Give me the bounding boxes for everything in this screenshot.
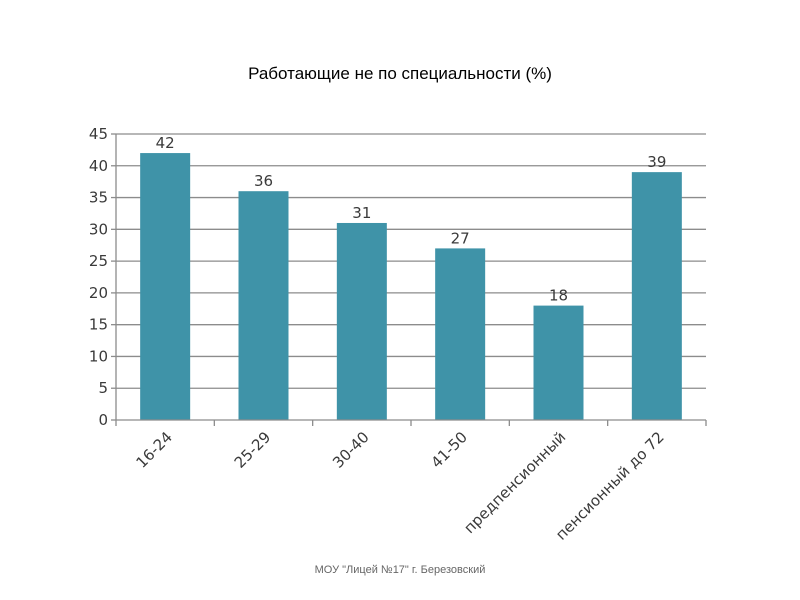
y-tick-label: 20: [89, 284, 108, 302]
x-category-label: пенсионный до 72: [552, 428, 668, 544]
data-label: 27: [451, 229, 470, 247]
data-label: 36: [254, 172, 273, 190]
x-category-label: 25-29: [231, 428, 275, 472]
bar: [336, 222, 387, 420]
x-category-labels: 16-24 25-29 30-40 41-50предпенсионныйпенсио…: [132, 428, 667, 544]
y-tick-label: 10: [89, 347, 108, 365]
bar: [631, 172, 682, 420]
y-tick-label: 40: [89, 157, 108, 175]
data-label: 18: [549, 287, 568, 305]
y-tick-label: 35: [89, 189, 108, 207]
y-tick-label: 5: [98, 379, 108, 397]
y-tick-label: 15: [89, 316, 108, 334]
bar: [238, 191, 289, 420]
grid-lines: [111, 133, 706, 421]
x-category-label: 30-40: [329, 428, 373, 472]
x-category-label: 41-50: [427, 428, 471, 472]
data-label: 39: [647, 153, 666, 171]
y-tick-labels: 0 5 10 15 20 25 30 35 40 45: [89, 125, 108, 429]
x-category-label: предпенсионный: [460, 428, 569, 537]
axes: [115, 134, 707, 426]
bar: [533, 305, 584, 420]
data-label: 42: [156, 134, 175, 152]
chart-title: Работающие не по специальности (%): [248, 64, 552, 83]
y-tick-label: 25: [89, 252, 108, 270]
footer-caption: МОУ "Лицей №17" г. Березовский: [314, 564, 486, 576]
y-tick-label: 45: [89, 125, 108, 143]
bar: [140, 153, 191, 421]
bar: [435, 248, 486, 420]
y-tick-label: 30: [89, 220, 108, 238]
data-label: 31: [352, 204, 371, 222]
data-labels: 42 36 31 27 18 39: [156, 134, 667, 305]
x-category-label: 16-24: [132, 428, 176, 472]
y-tick-label: 0: [98, 411, 108, 429]
bars: [140, 153, 682, 421]
